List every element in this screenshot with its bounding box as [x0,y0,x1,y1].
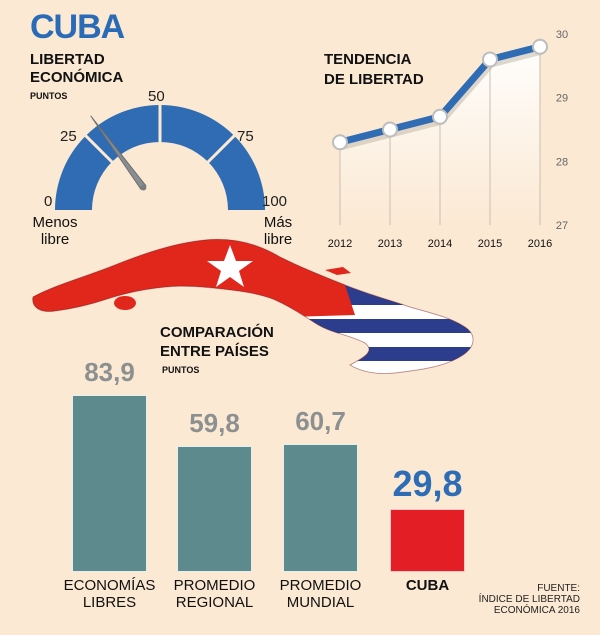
gauge-tick-25: 25 [60,128,77,145]
island-keys [325,267,351,275]
trend-y-tick: 29 [556,93,568,105]
source-line-1: FUENTE: [537,583,580,594]
trend-point [482,51,498,68]
bar-3 [390,509,465,572]
bar-value-label: 29,8 [392,463,463,504]
trend-x-tick: 2014 [428,238,452,250]
comparison-unit: PUNTOS [162,365,200,375]
gauge-heading: LIBERTAD ECONÓMICA PUNTOS [30,51,190,105]
bar-category-label: PROMEDIO REGIONAL [173,577,256,611]
trend-x-tick: 2012 [328,238,352,250]
trend-point [332,134,348,151]
gauge-dividers [83,104,237,164]
island-isla-juventud [114,296,136,310]
bar-category-label: ECONOMÍAS LIBRES [63,577,156,611]
trend-heading-line-2: DE LIBERTAD [324,71,424,88]
source-note: FUENTE: ÍNDICE DE LIBERTAD ECONÓMICA 201… [465,583,580,616]
gauge-min-label-1: Menos [32,214,78,231]
trend-x-tick: 2016 [528,238,552,250]
gauge-min-label-2: libre [40,231,70,248]
gauge-divider [206,133,237,164]
gauge-tick-100: 100 [262,193,288,210]
page-title: CUBA [30,8,125,46]
source-line-3: ECONÓMICA 2016 [493,605,580,616]
trend-y-tick: 28 [556,156,568,168]
comparison-heading: COMPARACIÓN ENTRE PAÍSES PUNTOS [160,323,320,380]
gauge-max-label: Más libre [258,214,298,248]
trend-chart: 2012 2013 2014 2015 2016 27 28 29 30 [328,29,568,250]
gauge-tick-50: 50 [148,88,165,105]
trend-x-tick: 2015 [478,238,502,250]
bar-value-label: 83,9 [84,357,135,387]
trend-y-tick: 27 [556,220,568,232]
bar-2 [283,444,358,572]
gauge-min-label: Menos libre [30,214,80,248]
gauge-max-label-1: Más [263,214,293,231]
gauge-tick-75: 75 [237,128,254,145]
gauge-max-label-2: libre [263,231,293,248]
source-line-2: ÍNDICE DE LIBERTAD [478,594,580,605]
trend-point [532,38,548,55]
bar-0 [72,395,147,572]
trend-heading-line-1: TENDENCIA [324,51,412,68]
gauge-needle-tip [140,184,147,191]
trend-x-tick: 2013 [378,238,402,250]
bar-category-label: CUBA [405,577,450,594]
comparison-heading-line-2: ENTRE PAÍSES [160,343,269,360]
cuba-map [32,238,474,374]
gauge [55,104,265,210]
bar-value-label: 60,7 [295,406,346,436]
trend-heading: TENDENCIA DE LIBERTAD [324,50,464,90]
gauge-heading-line-2: ECONÓMICA [30,69,124,86]
comparison-heading-line-1: COMPARACIÓN [160,324,274,341]
bar-1 [177,446,252,572]
trend-point [382,121,398,138]
star-icon [207,245,253,287]
trend-point [432,108,448,125]
bar-value-label: 59,8 [189,408,240,438]
gauge-heading-line-1: LIBERTAD [30,51,105,68]
trend-y-tick: 30 [556,29,568,41]
bar-category-label: PROMEDIO MUNDIAL [279,577,362,611]
gauge-divider [83,133,114,164]
gauge-arc [55,105,265,210]
gauge-tick-0: 0 [44,193,53,210]
gauge-unit: PUNTOS [30,91,68,101]
